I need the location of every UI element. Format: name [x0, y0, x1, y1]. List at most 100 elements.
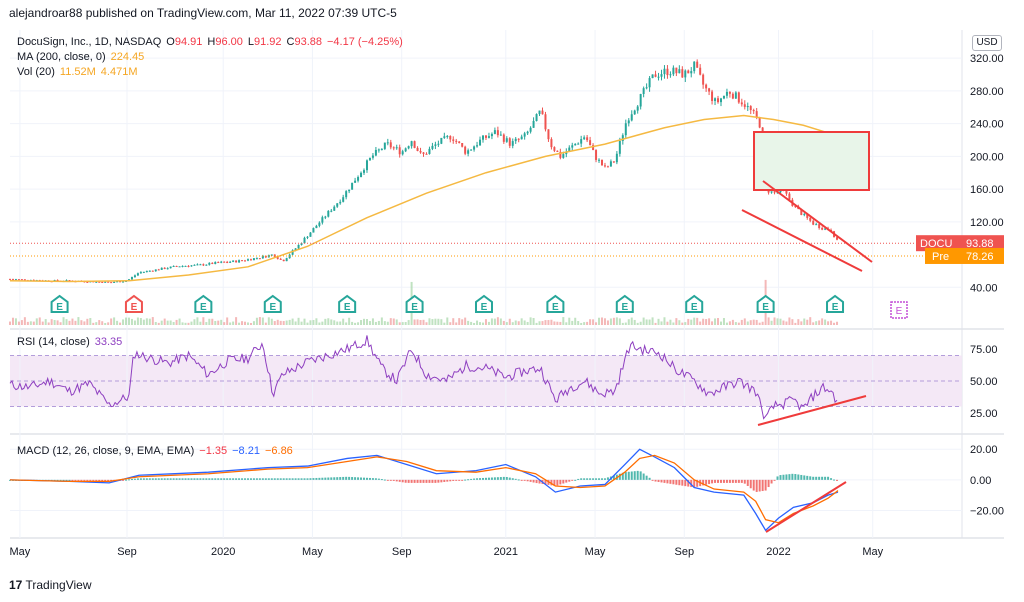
- candle-body: [348, 189, 351, 192]
- macd-histogram-bar: [154, 478, 157, 480]
- volume-bar: [553, 321, 556, 325]
- macd-histogram-bar: [351, 477, 354, 480]
- volume-bar: [428, 318, 431, 325]
- candle-body: [490, 133, 493, 137]
- macd-histogram-bar: [681, 479, 684, 486]
- macd-histogram-bar: [410, 479, 413, 483]
- volume-bar: [621, 322, 624, 325]
- candle-body: [487, 136, 490, 138]
- earnings-label: E: [411, 302, 418, 313]
- candle-body: [612, 161, 615, 163]
- earnings-label: E: [552, 302, 559, 313]
- candle-body: [770, 191, 773, 193]
- candle-body: [446, 136, 449, 138]
- candle-body: [639, 94, 642, 107]
- volume-bar: [675, 318, 678, 325]
- publish-header: alejandroar88 published on TradingView.c…: [9, 6, 397, 20]
- volume-bar: [181, 322, 184, 325]
- candle-body: [163, 267, 166, 269]
- macd-histogram-bar: [175, 478, 178, 480]
- candle-body: [113, 281, 116, 283]
- volume-bar: [818, 320, 821, 325]
- volume-bar: [196, 317, 199, 325]
- candle-body: [232, 260, 235, 262]
- macd-histogram-bar: [544, 479, 547, 485]
- candle-body: [583, 137, 586, 140]
- volume-bar: [586, 321, 589, 325]
- macd-histogram-bar: [345, 476, 348, 480]
- volume-bar: [172, 322, 175, 325]
- volume-bar: [550, 319, 553, 325]
- macd-histogram-bar: [413, 479, 416, 483]
- macd-histogram-bar: [517, 479, 520, 481]
- volume-bar: [657, 318, 660, 325]
- volume-bar: [59, 322, 62, 325]
- candle-body: [386, 142, 389, 144]
- rsi-label[interactable]: RSI (14, close): [17, 336, 90, 348]
- volume-bar: [98, 320, 101, 325]
- rsi-legend: RSI (14, close) 33.35: [17, 336, 127, 348]
- volume-bar: [702, 318, 705, 325]
- candle-body: [505, 138, 508, 142]
- macd-histogram-bar: [199, 478, 202, 480]
- macd-histogram-bar: [776, 476, 779, 480]
- macd-histogram-bar: [327, 477, 330, 480]
- volume-bar: [520, 318, 523, 325]
- macd-histogram-bar: [740, 479, 743, 483]
- candle-body: [464, 146, 467, 154]
- volume-bar: [208, 318, 211, 325]
- volume-bar: [258, 317, 261, 325]
- macd-histogram-bar: [291, 478, 294, 480]
- price-tick-label: 200.00: [970, 151, 1004, 163]
- macd-histogram-bar: [404, 479, 407, 483]
- candle-body: [788, 193, 791, 200]
- volume-bar: [125, 317, 128, 325]
- macd-histogram-bar: [598, 478, 601, 480]
- candle-body: [223, 261, 226, 263]
- volume-bar: [62, 317, 65, 325]
- macd-histogram-bar: [672, 479, 675, 485]
- change-value: −4.17 (−4.25%): [327, 36, 403, 48]
- macd-histogram-bar: [166, 478, 169, 480]
- volume-bar: [746, 321, 749, 325]
- macd-histogram-bar: [452, 479, 455, 481]
- volume-bar: [264, 322, 267, 325]
- macd-histogram-bar: [223, 478, 226, 480]
- macd-histogram-bar: [815, 476, 818, 480]
- macd-histogram-bar: [145, 478, 148, 480]
- volume-bar: [589, 319, 592, 325]
- macd-label[interactable]: MACD (12, 26, close, 9, EMA, EMA): [17, 445, 195, 457]
- currency-button[interactable]: USD: [972, 35, 1002, 51]
- macd-histogram-bar: [74, 479, 77, 481]
- macd-histogram-bar: [187, 478, 190, 480]
- volume-bar: [306, 322, 309, 325]
- volume-bar: [407, 320, 410, 325]
- candle-body: [20, 279, 23, 281]
- symbol-label[interactable]: DocuSign, Inc., 1D, NASDAQ: [17, 36, 162, 48]
- volume-bar: [77, 317, 80, 325]
- volume-bar: [232, 321, 235, 325]
- candle-body: [336, 203, 339, 207]
- macd-histogram-bar: [627, 471, 630, 480]
- macd-histogram-bar: [389, 479, 392, 481]
- macd-histogram-bar: [502, 476, 505, 480]
- volume-bar: [470, 321, 473, 325]
- candle-body: [172, 265, 175, 267]
- volume-bar: [9, 321, 11, 325]
- volume-bar: [401, 322, 404, 325]
- vol-legend: Vol (20) 11.52M 4.471M: [17, 66, 143, 78]
- ma-label[interactable]: MA (200, close, 0): [17, 51, 106, 63]
- candle-body: [666, 68, 669, 76]
- volume-bar: [154, 321, 157, 325]
- volume-bar: [624, 322, 627, 325]
- macd-histogram-bar: [416, 479, 419, 483]
- macd-histogram-bar: [568, 479, 571, 482]
- macd-histogram-bar: [690, 479, 693, 488]
- volume-bar: [23, 317, 26, 325]
- candle-body: [681, 69, 684, 78]
- macd-histogram-bar: [526, 479, 529, 482]
- volume-bar: [56, 320, 59, 325]
- candle-body: [648, 78, 651, 88]
- vol-label[interactable]: Vol (20): [17, 66, 55, 78]
- macd-histogram-bar: [398, 479, 401, 482]
